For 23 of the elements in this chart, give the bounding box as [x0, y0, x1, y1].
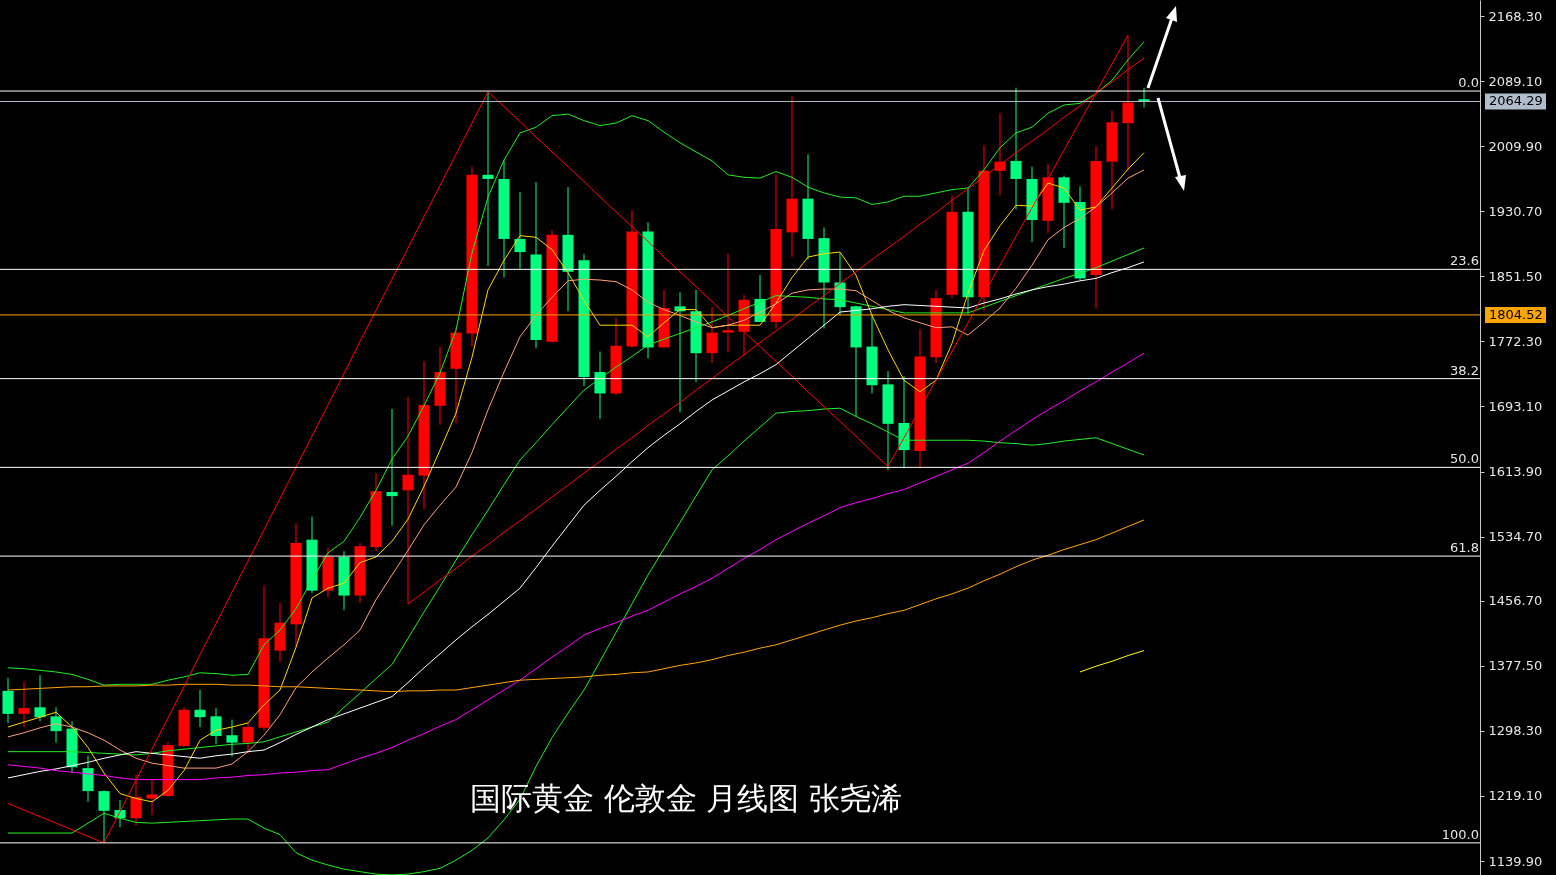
annotation: 100.0: [1441, 826, 1479, 842]
annotation: 国际黄金 伦敦金 月线图 张尧浠: [469, 780, 903, 816]
y-tick-label: 1851.50: [1488, 268, 1543, 284]
y-tick-label: 1613.90: [1488, 464, 1543, 480]
y-tick-label: 1377.50: [1488, 658, 1543, 674]
y-tick-label: 1534.70: [1488, 529, 1543, 545]
annotation: 0.0: [1458, 75, 1479, 91]
y-tick-label: 1139.90: [1488, 853, 1543, 869]
annotation: 50.0: [1450, 451, 1479, 467]
y-tick-label: 1930.70: [1488, 203, 1543, 219]
y-tick-label: 1219.10: [1488, 788, 1543, 804]
ref-line-label: 1804.52: [1489, 306, 1543, 322]
annotation: 23.6: [1450, 253, 1479, 269]
annotation: 61.8: [1450, 540, 1479, 556]
y-tick-label: 1456.70: [1488, 593, 1543, 609]
ref-line-label: 2064.29: [1489, 93, 1543, 109]
y-tick-label: 1772.30: [1488, 333, 1543, 349]
annotation: 38.2: [1450, 362, 1479, 378]
y-tick-label: 1298.30: [1488, 723, 1543, 739]
y-tick-label: 1693.10: [1488, 398, 1543, 414]
y-tick-label: 2168.30: [1488, 8, 1543, 24]
y-tick-label: 2089.10: [1488, 73, 1543, 89]
y-tick-label: 2009.90: [1488, 138, 1543, 154]
